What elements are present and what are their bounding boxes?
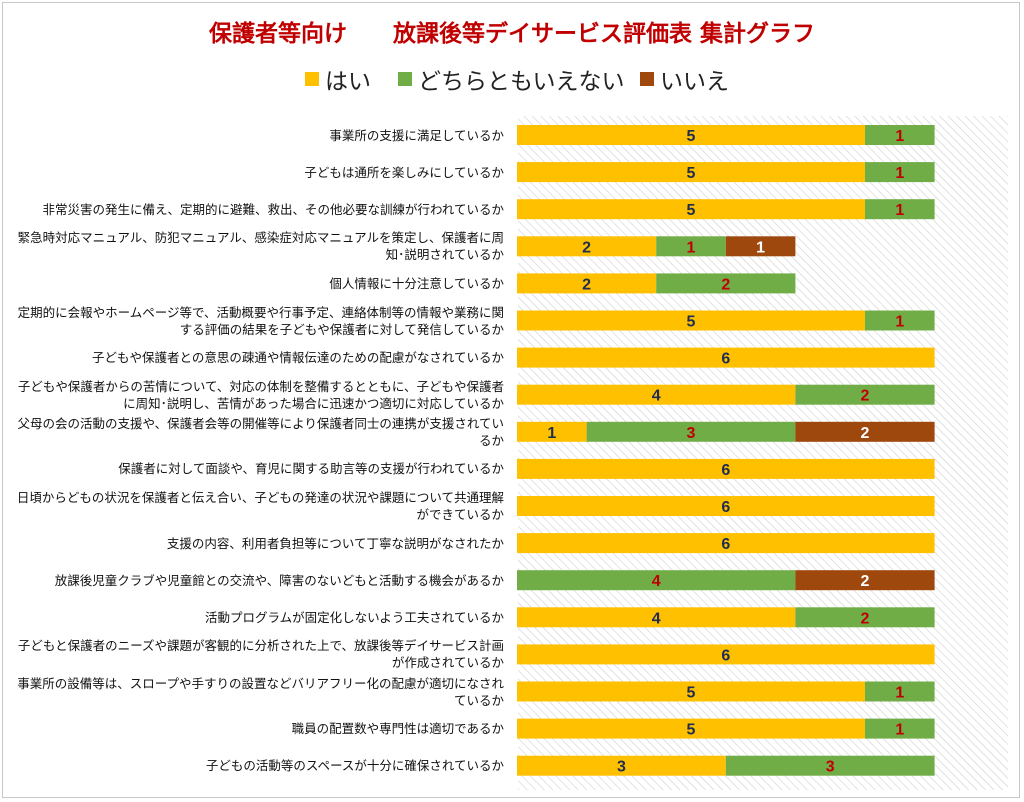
bar-segment [656, 236, 726, 257]
legend-item-0: はい [305, 62, 371, 96]
bar-segment [795, 421, 935, 442]
category-label: 日頃からどもの状況を保護者と伝え合い、子どもの発達の状況や課題について共通理解が… [16, 490, 504, 522]
data-label: 1 [895, 128, 904, 145]
bar-segment [517, 199, 865, 220]
plot-area-background [518, 116, 1008, 790]
bar-segment [517, 273, 657, 294]
bar-segment [517, 681, 865, 702]
data-label: 1 [895, 685, 904, 702]
data-label: 2 [582, 276, 591, 293]
data-label: 5 [687, 128, 696, 145]
data-label: 5 [687, 685, 696, 702]
data-label: 4 [652, 610, 661, 627]
legend-swatch [305, 72, 319, 86]
data-label: 2 [861, 425, 870, 442]
bar-segment [795, 384, 935, 405]
data-label: 1 [756, 239, 765, 256]
bar-segment [517, 570, 796, 591]
data-label: 6 [721, 647, 730, 664]
bar-segment [865, 162, 935, 183]
legend-swatch [398, 72, 412, 86]
data-label: 3 [687, 425, 696, 442]
category-label: 子どもや保護者との意思の疎通や情報伝達のための配慮がなされているか [91, 350, 504, 366]
data-label: 5 [687, 202, 696, 219]
bar-segment [725, 755, 935, 776]
data-label: 1 [895, 314, 904, 331]
bar-segment [517, 458, 935, 479]
bar-segment [517, 162, 865, 183]
data-label: 1 [895, 722, 904, 739]
bar-segment [865, 199, 935, 220]
bar-segment [865, 681, 935, 702]
legend-swatch [640, 72, 654, 86]
category-label: 緊急時対応マニュアル、防犯マニュアル、感染症対応マニュアルを策定し、保護者に周知… [17, 230, 504, 263]
legend-item-1: どちらともいえない [398, 62, 625, 96]
data-label: 3 [617, 759, 626, 776]
legend-label: はい [325, 69, 371, 95]
bar-segment [517, 644, 935, 665]
chart-title: 保護者等向け 放課後等デイサービス評価表 集計グラフ [208, 21, 815, 47]
category-label: 放課後児童クラブや児童館との交流や、障害のないどもと活動する機会があるか [54, 572, 504, 588]
legend-label: いいえ [660, 69, 729, 95]
category-label: 定期的に会報やホームページ等で、活動概要や行事予定、連絡体制等の情報や業務に関す… [17, 304, 504, 337]
category-label: 事業所の支援に満足しているか [329, 127, 504, 143]
bar-segment [656, 273, 796, 294]
bar-segment [517, 496, 935, 516]
bar-segment [517, 607, 796, 628]
category-label: 保護者に対して面談や、育児に関する助言等の支援が行われているか [118, 461, 504, 477]
bar-segment [517, 384, 796, 405]
data-label: 2 [861, 610, 870, 627]
bar-segment [517, 755, 726, 776]
bar-segment [517, 347, 935, 368]
category-label: 事業所の設備等は、スロープや手すりの設置などバリアフリー化の配慮が適切になされて… [17, 675, 504, 708]
bar-segment [517, 718, 865, 739]
category-label: 子どもと保護者のニーズや課題が客観的に分析された上で、放課後等デイサービス計画が… [17, 638, 504, 671]
data-label: 6 [721, 462, 730, 479]
bar-segment [725, 236, 796, 257]
bar-segment [586, 421, 796, 442]
data-label: 1 [895, 165, 904, 182]
category-label: 個人情報に十分注意しているか [329, 275, 504, 291]
data-label: 1 [687, 239, 696, 256]
legend-label: どちらともいえない [418, 69, 625, 95]
category-label: 子どもや保護者からの苦情について、対応の体制を整備するとともに、子どもや保護者に… [17, 378, 504, 411]
data-label: 6 [721, 351, 730, 368]
data-label: 2 [721, 276, 730, 293]
data-label: 4 [652, 388, 661, 405]
category-label: 活動プログラムが固定化しないよう工夫されているか [204, 609, 504, 625]
data-label: 1 [547, 425, 556, 442]
category-label: 子どもは通所を楽しみにしているか [304, 164, 504, 180]
data-label: 6 [721, 536, 730, 553]
data-label: 2 [861, 573, 870, 590]
data-label: 5 [687, 722, 696, 739]
data-label: 6 [721, 499, 730, 516]
data-label: 2 [582, 239, 591, 256]
legend: はい どちらともいえない いいえ [0, 62, 1024, 96]
category-label: 非常災害の発生に備え、定期的に避難、救出、その他必要な訓練が行われているか [42, 201, 504, 217]
bar-segment [517, 533, 935, 554]
data-label: 1 [895, 202, 904, 219]
category-label: 子どもの活動等のスペースが十分に確保されているか [205, 758, 504, 774]
data-label: 4 [652, 573, 661, 590]
category-label: 父母の会の活動の支援や、保護者会等の開催等により保護者同士の連携が支援されている… [17, 415, 504, 448]
bar-segment [865, 718, 935, 739]
bar-segment [795, 607, 935, 628]
data-label: 3 [826, 759, 835, 776]
bar-segment [517, 236, 657, 257]
bar-segment [517, 310, 865, 331]
bar-segment [795, 570, 935, 591]
bar-segment [865, 125, 935, 145]
bar-segment [865, 310, 935, 331]
legend-item-2: いいえ [640, 62, 729, 96]
category-label: 職員の配置数や専門性は適切であるか [291, 721, 504, 737]
data-label: 5 [687, 314, 696, 331]
bar-segment [517, 125, 865, 145]
data-label: 2 [861, 388, 870, 405]
data-label: 5 [687, 165, 696, 182]
category-label: 支援の内容、利用者負担等について丁寧な説明がなされたか [166, 535, 504, 551]
bar-segment [517, 421, 587, 442]
